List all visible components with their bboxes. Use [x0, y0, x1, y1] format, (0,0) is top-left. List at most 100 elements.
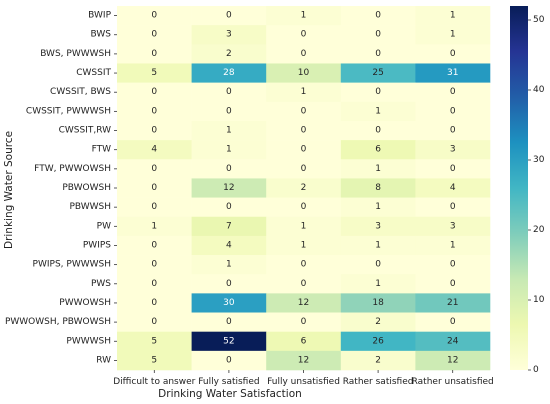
cell-value-label: 0 — [375, 126, 381, 136]
cell-value-label: 1 — [375, 240, 381, 250]
heatmap-cell — [191, 350, 267, 371]
heatmap-cell — [191, 235, 267, 256]
cell-value-label: 24 — [447, 336, 459, 346]
cell-value-label: 4 — [226, 240, 232, 250]
heatmap-cell — [340, 312, 416, 332]
cell-value-label: 1 — [375, 106, 381, 116]
cell-value-label: 0 — [450, 49, 456, 59]
cell-value-label: 0 — [301, 106, 307, 116]
cell-value-label: 0 — [375, 49, 381, 59]
cell-value-label: 1 — [450, 240, 456, 250]
y-axis-label: Drinking Water Source — [3, 131, 15, 249]
cell-value-label: 3 — [450, 221, 456, 231]
cell-value-label: 0 — [226, 317, 232, 327]
cell-value-label: 0 — [450, 279, 456, 289]
cell-value-label: 5 — [151, 355, 157, 365]
heatmap-cell — [340, 216, 416, 237]
heatmap-cell — [266, 235, 342, 256]
x-tick-labels: Difficult to answer Fully satisfied Fully … — [113, 370, 494, 387]
heatmap-cell — [191, 44, 267, 64]
cell-value-label: 0 — [151, 317, 157, 327]
heatmap-cell — [415, 235, 491, 256]
cell-value-label: 0 — [375, 30, 381, 40]
cell-value-label: 0 — [151, 298, 157, 308]
y-tick-label: PWWOWSH, PBWOWSH — [5, 317, 111, 327]
heatmap-cell — [266, 44, 342, 64]
heatmap-cell — [191, 274, 267, 294]
cell-value-label: 31 — [447, 68, 458, 78]
cell-value-label: 0 — [450, 260, 456, 270]
colorbar-ticks: 0 10 20 30 40 50 — [528, 15, 545, 375]
heatmap-cell — [266, 178, 342, 198]
cell-value-label: 0 — [301, 30, 307, 40]
heatmap-cell — [266, 274, 342, 294]
heatmap-cell — [191, 82, 267, 103]
cell-value-label: 3 — [375, 221, 381, 231]
heatmap-cell — [340, 140, 416, 160]
y-tick-label: CWSSIT,RW — [59, 126, 112, 136]
x-tick-label: Rather satisfied — [343, 377, 414, 387]
heatmap-cell — [266, 159, 342, 179]
y-tick-label: PWWOWSH — [59, 298, 111, 308]
heatmap-cell — [266, 350, 342, 371]
cell-value-label: 2 — [226, 49, 232, 59]
heatmap-cell — [266, 312, 342, 332]
cell-value-label: 0 — [151, 106, 157, 116]
heatmap-cell — [415, 178, 491, 198]
heatmap-cell — [117, 312, 192, 332]
cell-value-label: 0 — [301, 126, 307, 136]
cell-value-label: 0 — [151, 240, 157, 250]
cell-value-label: 0 — [450, 202, 456, 212]
cell-value-label: 4 — [151, 145, 157, 155]
heatmap-cell — [191, 159, 267, 179]
heatmap-cell — [340, 197, 416, 218]
cell-value-label: 0 — [151, 260, 157, 270]
heatmap-cell — [266, 331, 342, 352]
heatmap-cell — [266, 216, 342, 237]
y-tick-label: CWSSIT, BWS — [50, 87, 111, 97]
heatmap-cell — [415, 274, 491, 294]
heatmap-cell — [191, 25, 267, 45]
y-tick-label: BWS — [91, 30, 112, 40]
cell-value-label: 7 — [226, 221, 232, 231]
cell-value-label: 0 — [301, 202, 307, 212]
cell-value-label: 4 — [450, 183, 456, 193]
cell-value-label: 0 — [450, 164, 456, 174]
cell-value-label: 0 — [450, 126, 456, 136]
heatmap-cell — [340, 235, 416, 256]
cell-value-label: 1 — [450, 11, 456, 21]
heatmap-cell — [415, 63, 491, 83]
cell-value-label: 0 — [151, 279, 157, 289]
heatmap-cell — [117, 6, 192, 26]
cell-value-label: 0 — [301, 164, 307, 174]
heatmap-cell — [191, 63, 267, 83]
heatmap-cell — [340, 101, 416, 122]
heatmap-cells: 0 0 1 0 10 3 0 0 10 2 0 0 05 28 10 25 310 0 1 0 00 0 0 1 00 1 0 0 04… — [117, 6, 491, 371]
y-tick-label: PWS — [91, 279, 111, 289]
y-tick-labels: BWIP BWS BWS, PWWWSH CWSSIT CWSSIT, BWS CWSSI… — [5, 11, 117, 365]
cell-value-label: 0 — [450, 87, 456, 97]
cell-value-label: 0 — [226, 11, 232, 21]
x-tick-label: Fully satisfied — [198, 377, 259, 387]
heatmap-cell — [117, 120, 192, 141]
cell-value-label: 3 — [226, 30, 232, 40]
y-tick-label: PWIPS, PWWWSH — [33, 260, 111, 270]
colorbar-tick-label: 30 — [533, 155, 545, 165]
cell-value-label: 1 — [301, 11, 307, 21]
heatmap-cell — [191, 101, 267, 122]
cell-value-label: 0 — [301, 49, 307, 59]
heatmap-cell — [266, 82, 342, 103]
y-tick-label: FTW, PWWOWSH — [34, 164, 111, 174]
cell-value-label: 1 — [375, 279, 381, 289]
y-tick-label: CWSSIT, PWWWSH — [26, 106, 111, 116]
x-tick-label: Fully unsatisfied — [267, 377, 340, 387]
heatmap-cell — [415, 197, 491, 218]
heatmap-cell — [340, 255, 416, 275]
heatmap-cell — [340, 159, 416, 179]
heatmap-cell — [191, 331, 267, 352]
cell-value-label: 6 — [375, 145, 381, 155]
heatmap-cell — [117, 331, 192, 352]
heatmap-cell — [266, 63, 342, 83]
heatmap-cell — [191, 312, 267, 332]
